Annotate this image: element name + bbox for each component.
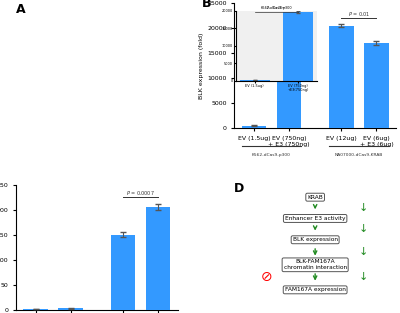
Text: $\it{P}$ = 0.01: $\it{P}$ = 0.01: [348, 10, 370, 18]
Text: $\it{P}$ = 6 × 10$^{-6}$: $\it{P}$ = 6 × 10$^{-6}$: [255, 16, 288, 25]
Text: A: A: [16, 3, 26, 16]
Bar: [58, 308, 83, 310]
Y-axis label: BLK expression (fold): BLK expression (fold): [199, 33, 204, 99]
Bar: [111, 235, 135, 310]
Text: ↓: ↓: [359, 272, 368, 282]
Text: ↓: ↓: [359, 247, 368, 257]
Text: BLK expression: BLK expression: [293, 237, 338, 242]
Bar: [329, 26, 354, 128]
Text: ↓: ↓: [359, 203, 368, 213]
Bar: [277, 31, 301, 128]
Bar: [364, 43, 389, 128]
Text: BLK-FAM167A
chromatin interaction: BLK-FAM167A chromatin interaction: [284, 259, 347, 270]
Bar: [146, 207, 170, 310]
Text: ↓: ↓: [359, 224, 368, 234]
Text: K562-dCas9-p300: K562-dCas9-p300: [252, 153, 291, 157]
Bar: [23, 309, 48, 310]
Text: KRAB: KRAB: [307, 195, 323, 200]
Text: Enhancer E3 activity: Enhancer E3 activity: [285, 216, 345, 221]
Text: FAM167A expression: FAM167A expression: [285, 287, 346, 292]
Bar: [242, 126, 266, 128]
Text: ⊘: ⊘: [261, 270, 272, 284]
Text: NA07000-dCas9-KRAB: NA07000-dCas9-KRAB: [335, 153, 383, 157]
Text: $\it{P}$ = 0.0007: $\it{P}$ = 0.0007: [126, 189, 155, 197]
Text: B: B: [202, 0, 212, 10]
Text: D: D: [234, 182, 244, 195]
